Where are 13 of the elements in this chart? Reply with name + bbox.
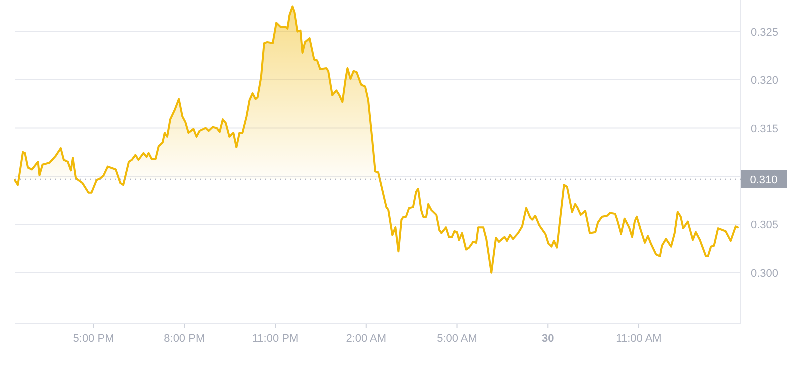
y-tick-label: 0.305 bbox=[751, 220, 779, 232]
x-tick-label: 2:00 AM bbox=[346, 333, 387, 345]
x-tick-label: 30 bbox=[542, 333, 554, 345]
x-tick-label: 11:00 PM bbox=[252, 333, 299, 345]
y-tick-label: 0.320 bbox=[751, 75, 779, 88]
x-tick-label: 5:00 PM bbox=[73, 333, 114, 345]
y-tick-label: 0.300 bbox=[751, 268, 779, 280]
x-tick-label: 11:00 AM bbox=[616, 333, 662, 345]
y-tick-label: 0.325 bbox=[751, 26, 779, 39]
y-tick-label: 0.315 bbox=[751, 123, 779, 136]
x-tick-label: 8:00 PM bbox=[164, 333, 206, 345]
x-tick-label: 5:00 AM bbox=[437, 333, 478, 345]
ref-line-label: 0.310 bbox=[750, 174, 778, 186]
